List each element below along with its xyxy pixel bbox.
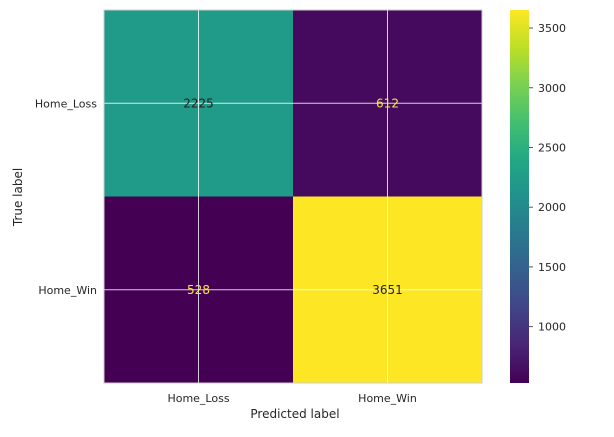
- y-tick-label: Home_Loss: [35, 97, 97, 110]
- plot-frame: [103, 9, 483, 384]
- colorbar-tick-label: 2500: [538, 141, 566, 154]
- x-tick-labels: Home_Loss Home_Win: [167, 392, 416, 405]
- cell-value-label: 612: [376, 96, 399, 110]
- y-axis-label: True label: [11, 168, 25, 227]
- x-tick-label: Home_Loss: [167, 392, 229, 405]
- y-tick-labels: Home_Loss Home_Win: [35, 97, 97, 297]
- colorbar: 1000 1500 2000 2500 3000 3500: [510, 10, 566, 383]
- colorbar-ticks: 1000 1500 2000 2500 3000 3500: [529, 22, 566, 334]
- cell-value-label: 2225: [183, 96, 214, 110]
- cell-value-label: 528: [187, 283, 210, 297]
- cell-value-labels: 2225 612 528 3651: [183, 96, 403, 297]
- heatmap-cells: [104, 10, 482, 383]
- colorbar-tick-label: 1500: [538, 261, 566, 274]
- colorbar-tick-label: 2000: [538, 201, 566, 214]
- colorbar-tick-label: 3000: [538, 82, 566, 95]
- colorbar-tick-label: 1000: [538, 321, 566, 334]
- colorbar-gradient: [510, 10, 529, 383]
- y-tick-label: Home_Win: [38, 284, 97, 297]
- x-axis-label: Predicted label: [250, 407, 339, 421]
- colorbar-tick-label: 3500: [538, 22, 566, 35]
- grid-lines: [104, 10, 482, 383]
- x-tick-label: Home_Win: [358, 392, 417, 405]
- cell-value-label: 3651: [372, 283, 403, 297]
